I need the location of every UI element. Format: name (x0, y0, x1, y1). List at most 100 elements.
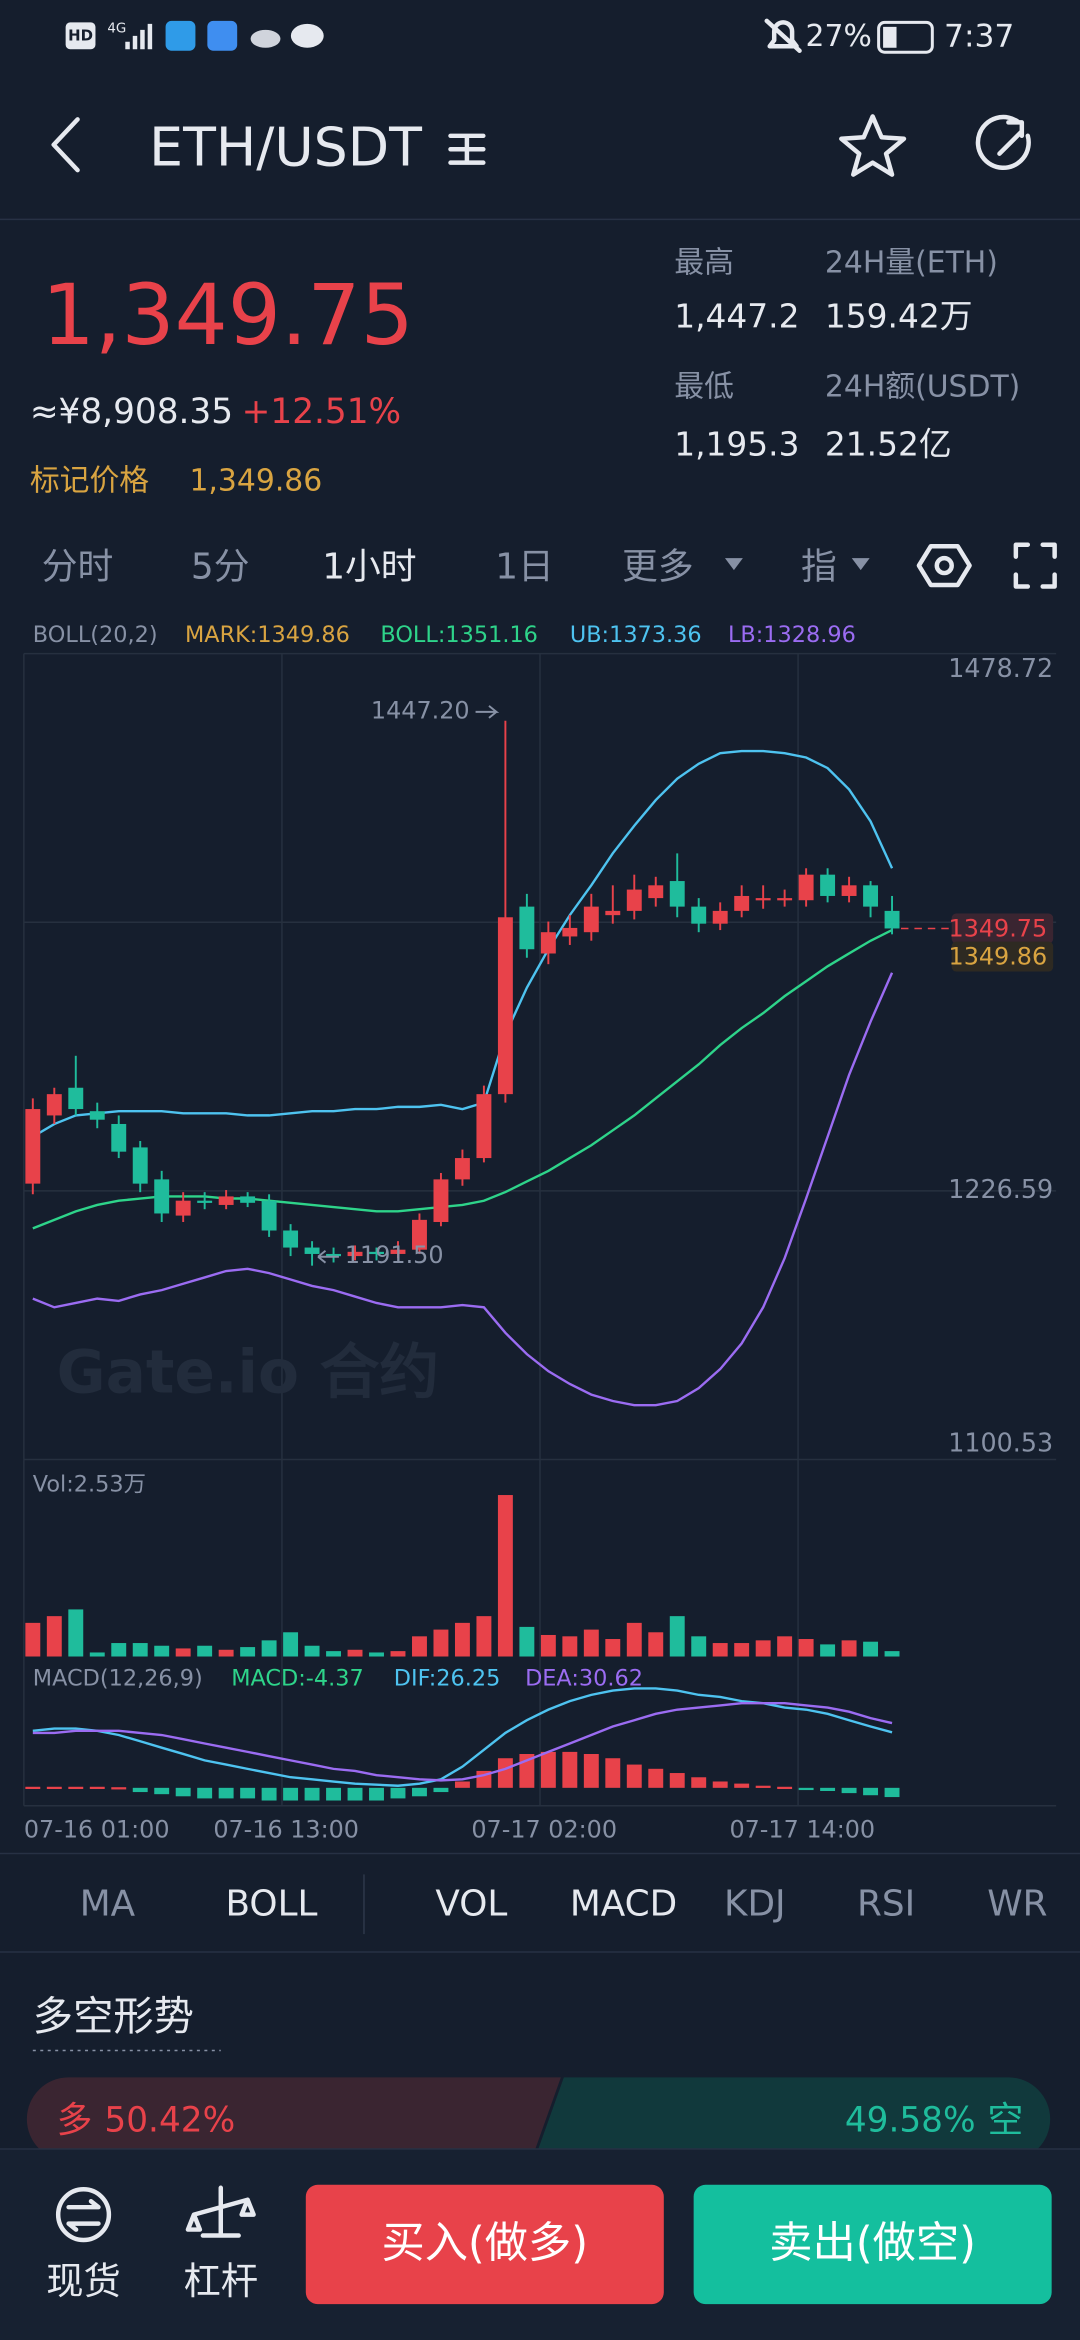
sell-button[interactable] (693, 2184, 1052, 2305)
candle-body (863, 885, 879, 907)
favorite-button[interactable] (839, 114, 907, 177)
network: 4G (107, 21, 126, 36)
candle-body (820, 874, 836, 896)
macd-bar (648, 1768, 664, 1788)
candle-body (884, 910, 900, 929)
volume-bar (326, 1651, 342, 1657)
margin-icon[interactable] (185, 2185, 256, 2238)
pair-title[interactable]: ETH/USDT (149, 115, 422, 178)
indicator-active[interactable]: VOL (435, 1884, 507, 1925)
indicator[interactable]: MA (80, 1884, 136, 1925)
volume-bar (497, 1495, 513, 1657)
candle-body (304, 1247, 320, 1254)
stat-value: 1,195.3 (674, 426, 799, 464)
cny-price: ≈¥8,908.35 (30, 392, 233, 432)
volume-bar (390, 1651, 406, 1657)
macd-legend: MACD:-4.37 (231, 1665, 363, 1691)
price-tick-label: 1100.53 (948, 1428, 1053, 1458)
stat-value: 159.42万 (825, 297, 973, 335)
indicator-active[interactable]: BOLL (226, 1884, 318, 1925)
volume-bar (154, 1645, 170, 1657)
time-label: 07-16 01:00 (24, 1816, 170, 1844)
candle-body (476, 1094, 492, 1159)
macd-bar (626, 1764, 642, 1788)
indicator-active[interactable]: MACD (570, 1884, 677, 1925)
candle-body (283, 1230, 299, 1248)
volume-bar (562, 1636, 578, 1657)
margin-label[interactable]: 杠杆 (183, 2259, 258, 2303)
mute-icon (764, 18, 802, 53)
kline-plot: 1478.72 1226.59 1100.53 1447.20 1191.50 1349.… (23, 652, 1057, 1801)
spot-icon[interactable] (55, 2187, 112, 2243)
volume-bar (175, 1648, 191, 1657)
indicator[interactable]: RSI (857, 1884, 915, 1925)
volume-bar (197, 1645, 213, 1657)
macd-bar (691, 1777, 707, 1788)
candle-body (46, 1094, 62, 1116)
spot-label[interactable]: 现货 (46, 2259, 121, 2303)
settings-button[interactable] (916, 543, 972, 588)
pair-list-icon[interactable] (448, 133, 486, 165)
ub-legend: UB:1373.36 (570, 622, 702, 648)
interval-tab[interactable]: 分时 (42, 547, 114, 588)
candle-body (326, 1253, 342, 1257)
macd-bar (412, 1787, 427, 1797)
volume-bar (691, 1636, 707, 1657)
candle-body (540, 932, 556, 954)
candle-body (25, 1109, 41, 1184)
back-button[interactable] (51, 117, 80, 173)
macd-bar (390, 1787, 406, 1799)
app-icon (165, 20, 196, 51)
macd-bar (347, 1787, 363, 1801)
fullscreen-button[interactable] (1013, 542, 1057, 589)
hd-text: HD (68, 27, 93, 45)
battery-level (883, 26, 897, 48)
candle-body (519, 906, 535, 950)
candle-body (712, 910, 728, 924)
macd-bar (25, 1786, 41, 1790)
volume-bar (820, 1644, 836, 1657)
stat-label: 24H量(ETH) (825, 246, 998, 281)
macd-bar (884, 1787, 900, 1798)
stat-label: 最低 (674, 370, 734, 405)
share-button[interactable] (975, 114, 1031, 170)
volume-bar (669, 1616, 685, 1657)
candle-body (626, 889, 642, 911)
macd-bar (326, 1787, 342, 1801)
low-arrow (317, 1249, 339, 1264)
interval-tab[interactable]: 1日 (495, 547, 554, 588)
more-tab[interactable]: 更多 (622, 547, 694, 588)
macd-bar (283, 1787, 299, 1801)
macd-bar (218, 1787, 234, 1799)
volume-bar (626, 1622, 642, 1657)
last-price: 1,349.75 (42, 266, 414, 364)
buy-button[interactable] (305, 2184, 664, 2305)
boll-legend: BOLL(20,2) (33, 622, 158, 648)
candle-body (669, 881, 685, 907)
volume-bar (583, 1629, 599, 1657)
interval-tab[interactable]: 5分 (191, 547, 250, 588)
time-label: 07-16 13:00 (213, 1816, 359, 1844)
candle-body (218, 1196, 234, 1205)
volume-bar (605, 1639, 621, 1657)
candle-body (347, 1251, 363, 1257)
candle-body (197, 1200, 213, 1203)
indicator[interactable]: KDJ (724, 1884, 786, 1925)
sell-label[interactable]: 卖出(做空) (769, 2218, 976, 2268)
short-bar (534, 2077, 1051, 2161)
short-label: 空 (988, 2100, 1024, 2141)
volume-bar (283, 1632, 299, 1657)
buy-label[interactable]: 买入(做多) (381, 2218, 588, 2268)
price-tick-label: 1478.72 (948, 653, 1053, 683)
volume-bar (734, 1643, 750, 1657)
volume-bar (884, 1651, 900, 1657)
interval-tab-active[interactable]: 1小时 (322, 547, 416, 588)
volume-bar (369, 1652, 384, 1657)
indicator[interactable]: WR (987, 1884, 1047, 1925)
last-price-value: 1349.75 (949, 914, 1048, 942)
indicator-tab[interactable]: 指 (801, 547, 837, 588)
battery-percent: 27% (806, 19, 872, 54)
hd-badge (65, 22, 96, 50)
macd-bar (755, 1785, 771, 1788)
